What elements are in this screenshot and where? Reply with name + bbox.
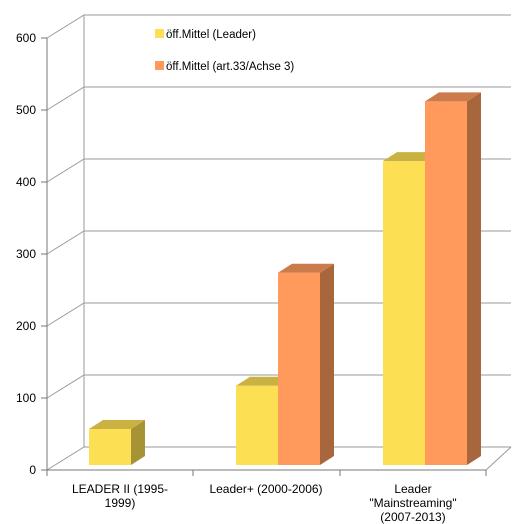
x-category-label: LEADER II (1995-1999): [72, 482, 168, 510]
bar-front-face: [383, 161, 425, 465]
bar: [89, 420, 145, 465]
y-tick-label: 0: [29, 463, 36, 477]
bar-side-face: [320, 263, 334, 465]
legend-label: öff.Mittel (art.33/Achse 3): [166, 61, 294, 73]
x-axis-category-labels: LEADER II (1995-1999) Leader+ (2000-2006)…: [72, 482, 457, 524]
y-tick-label: 300: [16, 247, 36, 261]
x-category-label-line: Leader+ (2000-2006): [209, 482, 322, 496]
bars: [89, 92, 481, 466]
legend-label: öff.Mittel (Leader): [166, 29, 256, 41]
bar-top-face: [89, 420, 145, 429]
bar: [278, 263, 334, 465]
bar-top-face: [425, 92, 481, 102]
axes: [41, 15, 512, 476]
x-category-label: Leader "Mainstreaming" (2007-2013): [369, 482, 456, 524]
legend: öff.Mittel (Leader) öff.Mittel (art.33/Ac…: [155, 29, 294, 73]
bar-side-face: [131, 420, 145, 465]
x-category-label-line: "Mainstreaming": [369, 496, 456, 510]
bar-front-face: [425, 101, 467, 466]
y-tick-label: 400: [16, 175, 36, 189]
y-tick-label: 200: [16, 319, 36, 333]
x-category-label: Leader+ (2000-2006): [209, 482, 322, 496]
y-tick-label: 600: [16, 31, 36, 45]
x-category-label-line: Leader: [394, 482, 431, 496]
legend-swatch: [155, 29, 164, 38]
bar-front-face: [236, 385, 278, 465]
x-category-label-line: LEADER II (1995-: [72, 482, 168, 496]
floor-right-edge: [485, 446, 512, 471]
x-category-label-line: (2007-2013): [380, 510, 445, 524]
legend-swatch: [155, 61, 164, 70]
x-category-label-line: 1999): [105, 496, 136, 510]
bar-front-face: [89, 429, 131, 465]
bar-side-face: [467, 92, 481, 466]
y-tick-label: 500: [16, 103, 36, 117]
bar-top-face: [278, 263, 334, 273]
y-axis-tick-labels: 0 100 200 300 400 500 600: [16, 31, 36, 477]
bar: [425, 92, 481, 466]
gridline: [46, 14, 511, 39]
y-tick-label: 100: [16, 391, 36, 405]
bar-front-face: [278, 272, 320, 465]
